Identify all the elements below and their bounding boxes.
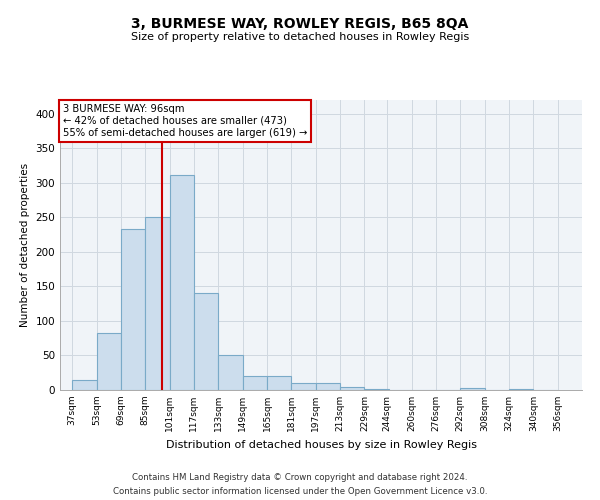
- Bar: [170, 174, 194, 390]
- Y-axis label: Number of detached properties: Number of detached properties: [20, 163, 30, 327]
- Bar: [267, 376, 292, 390]
- Bar: [242, 376, 267, 390]
- Text: 3 BURMESE WAY: 96sqm
← 42% of detached houses are smaller (473)
55% of semi-deta: 3 BURMESE WAY: 96sqm ← 42% of detached h…: [62, 104, 307, 138]
- Bar: [292, 383, 316, 390]
- Bar: [460, 388, 485, 390]
- Bar: [340, 386, 364, 390]
- Bar: [364, 388, 389, 390]
- Bar: [509, 388, 533, 390]
- Bar: [145, 218, 170, 390]
- Bar: [97, 332, 121, 390]
- Bar: [316, 383, 340, 390]
- X-axis label: Distribution of detached houses by size in Rowley Regis: Distribution of detached houses by size …: [166, 440, 476, 450]
- Text: Contains HM Land Registry data © Crown copyright and database right 2024.: Contains HM Land Registry data © Crown c…: [132, 473, 468, 482]
- Text: Contains public sector information licensed under the Open Government Licence v3: Contains public sector information licen…: [113, 486, 487, 496]
- Text: 3, BURMESE WAY, ROWLEY REGIS, B65 8QA: 3, BURMESE WAY, ROWLEY REGIS, B65 8QA: [131, 18, 469, 32]
- Bar: [194, 294, 218, 390]
- Text: Size of property relative to detached houses in Rowley Regis: Size of property relative to detached ho…: [131, 32, 469, 42]
- Bar: [218, 356, 242, 390]
- Bar: [72, 380, 97, 390]
- Bar: [121, 229, 145, 390]
